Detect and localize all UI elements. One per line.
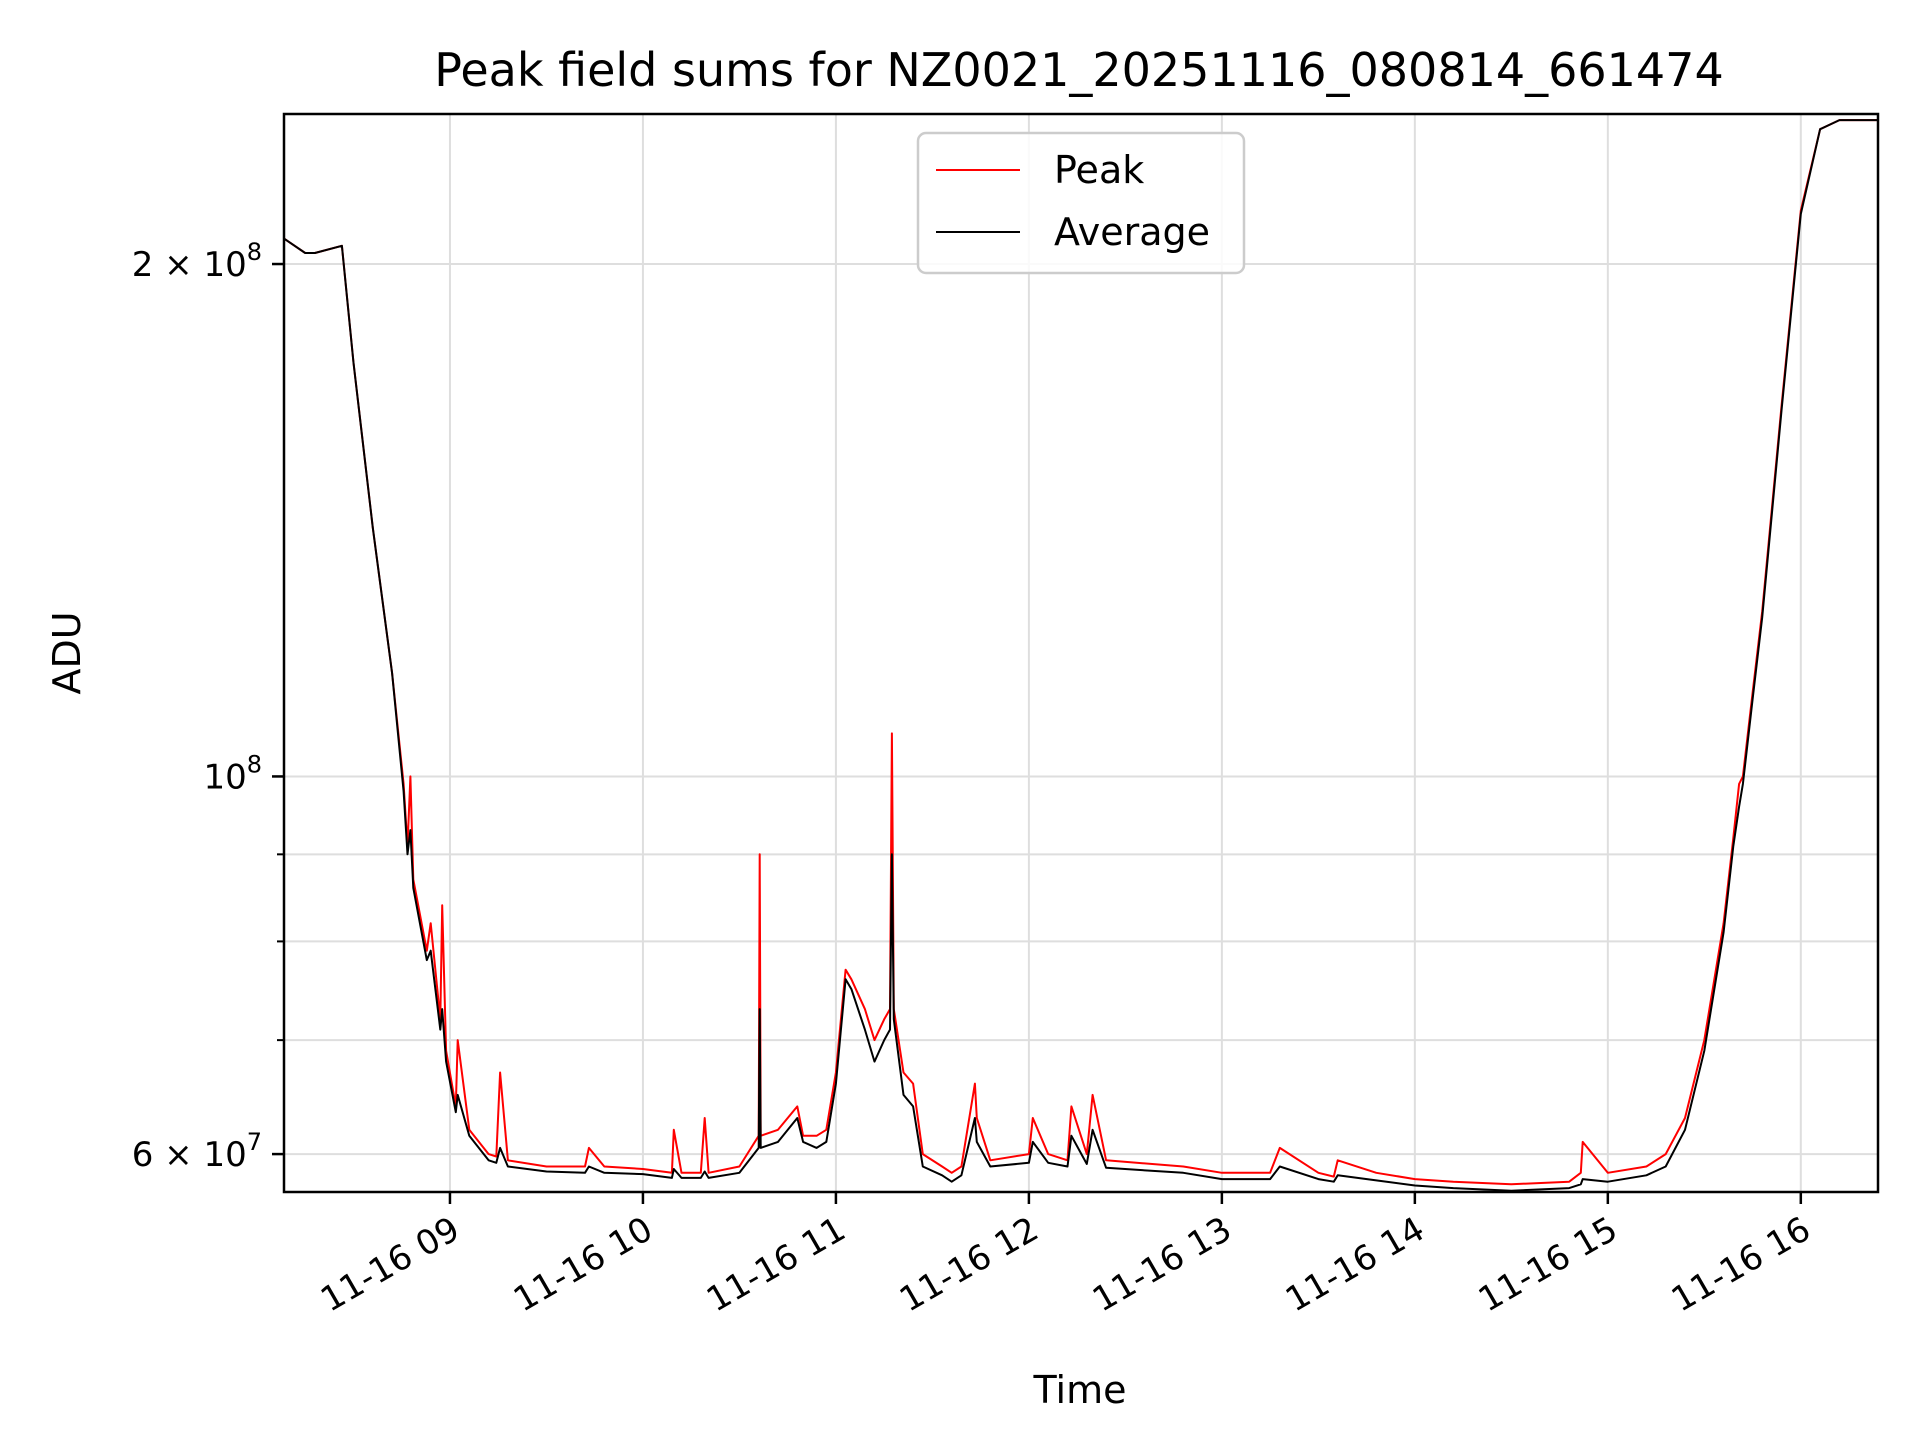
x-tick-label: 11-16 14 <box>1279 1209 1431 1320</box>
legend-label-average: Average <box>1054 210 1210 254</box>
plot-frame <box>282 112 1880 1194</box>
x-tick-label: 11-16 10 <box>507 1209 659 1320</box>
y-axis-label: ADU <box>45 611 89 694</box>
x-axis-label: Time <box>1033 1368 1127 1412</box>
series-line-peak <box>284 119 1878 1186</box>
x-tick-label: 11-16 15 <box>1472 1209 1624 1320</box>
series-layer <box>284 119 1878 1192</box>
legend: Peak Average <box>916 131 1246 275</box>
y-tick-label: 2 × 108 <box>132 238 262 285</box>
y-axis-ticks: 2 × 108 108 6 × 107 <box>132 238 284 1175</box>
plot-area <box>284 119 1878 1192</box>
grid-layer <box>284 114 1878 1192</box>
x-tick-label: 11-16 12 <box>893 1209 1045 1320</box>
x-tick-label: 11-16 09 <box>314 1209 466 1320</box>
legend-label-peak: Peak <box>1054 148 1144 192</box>
x-tick-label: 11-16 16 <box>1665 1209 1817 1320</box>
y-tick-label: 6 × 107 <box>132 1128 262 1175</box>
x-axis-ticks: 11-16 09 11-16 10 11-16 11 11-16 12 11-16 13… <box>314 1192 1817 1320</box>
chart-title: Peak field sums for NZ0021_20251116_0808… <box>434 43 1723 97</box>
series-line-average <box>284 119 1878 1192</box>
y-tick-label: 108 <box>203 750 262 797</box>
x-tick-label: 11-16 11 <box>700 1209 852 1320</box>
x-tick-label: 11-16 13 <box>1086 1209 1238 1320</box>
legend-box <box>916 131 1246 275</box>
